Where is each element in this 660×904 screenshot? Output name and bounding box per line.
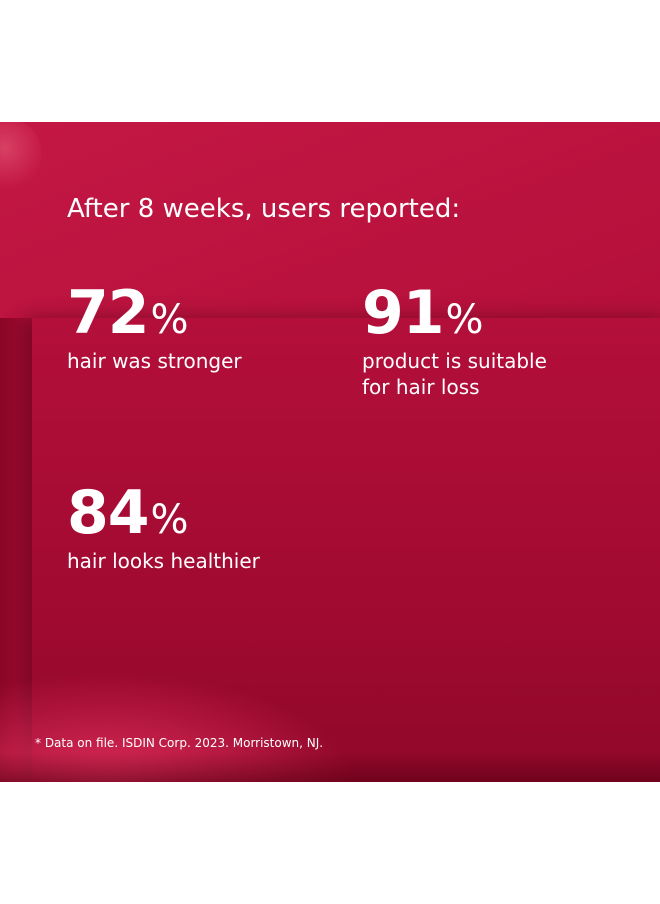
stat-unit: % — [445, 297, 484, 343]
stat-figure: 91% — [362, 278, 547, 348]
stat-figure: 84% — [67, 478, 260, 548]
stat: 91% product is suitable for hair loss — [362, 278, 547, 400]
background-panel — [0, 122, 660, 782]
stat-number: 72 — [67, 278, 149, 348]
footnote: * Data on file. ISDIN Corp. 2023. Morris… — [35, 736, 324, 750]
stat-label: for hair loss — [362, 375, 480, 399]
stat-number: 84 — [67, 478, 149, 548]
stat-label: hair was stronger — [67, 349, 242, 373]
stat-number: 91 — [362, 278, 444, 348]
stat-label: hair looks healthier — [67, 549, 260, 573]
stat-label: product is suitable — [362, 349, 547, 373]
stat-unit: % — [150, 297, 189, 343]
heading: After 8 weeks, users reported: — [67, 194, 461, 224]
stat: 72% hair was stronger — [67, 278, 242, 374]
stat: 84% hair looks healthier — [67, 478, 260, 574]
shade — [0, 752, 660, 782]
droplet — [0, 122, 42, 190]
stat-figure: 72% — [67, 278, 242, 348]
stat-unit: % — [150, 497, 189, 543]
